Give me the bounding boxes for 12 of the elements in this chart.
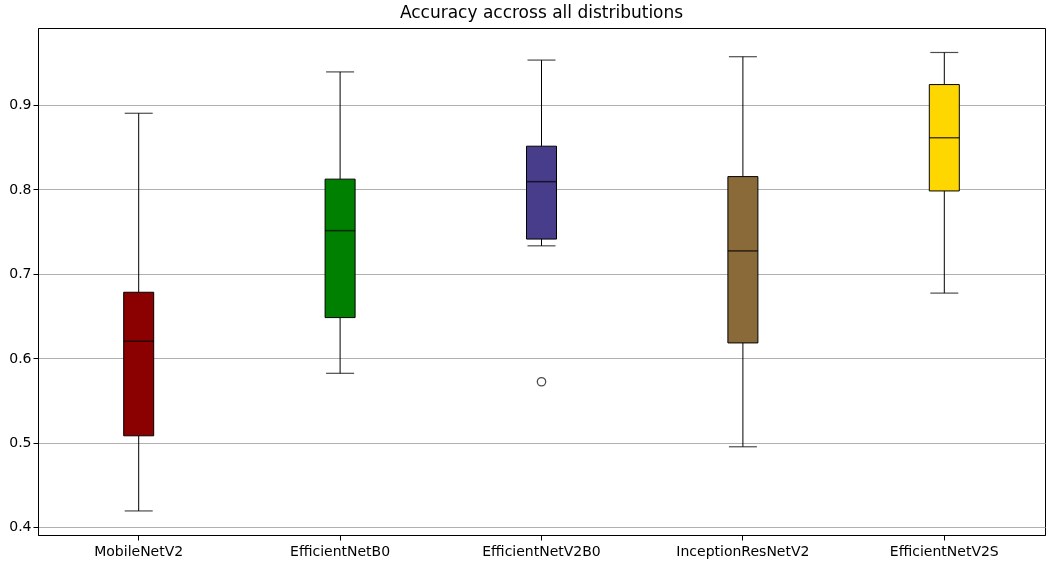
x-tick-label: EfficientNetV2B0 [482,542,601,559]
y-tick-label: 0.9 [9,96,32,113]
x-tick-label: InceptionResNetV2 [676,542,810,559]
y-tick-label: 0.6 [9,349,32,366]
y-tick-label: 0.5 [9,434,32,451]
y-tick-label: 0.8 [9,180,32,197]
x-tick-label: MobileNetV2 [94,542,184,559]
y-tick-label: 0.4 [9,518,32,535]
x-tick-label: EfficientNetB0 [290,542,391,559]
y-tick-label: 0.7 [9,265,32,282]
chart-title: Accuracy accross all distributions [399,2,684,22]
x-tick-label: EfficientNetV2S [889,542,999,559]
